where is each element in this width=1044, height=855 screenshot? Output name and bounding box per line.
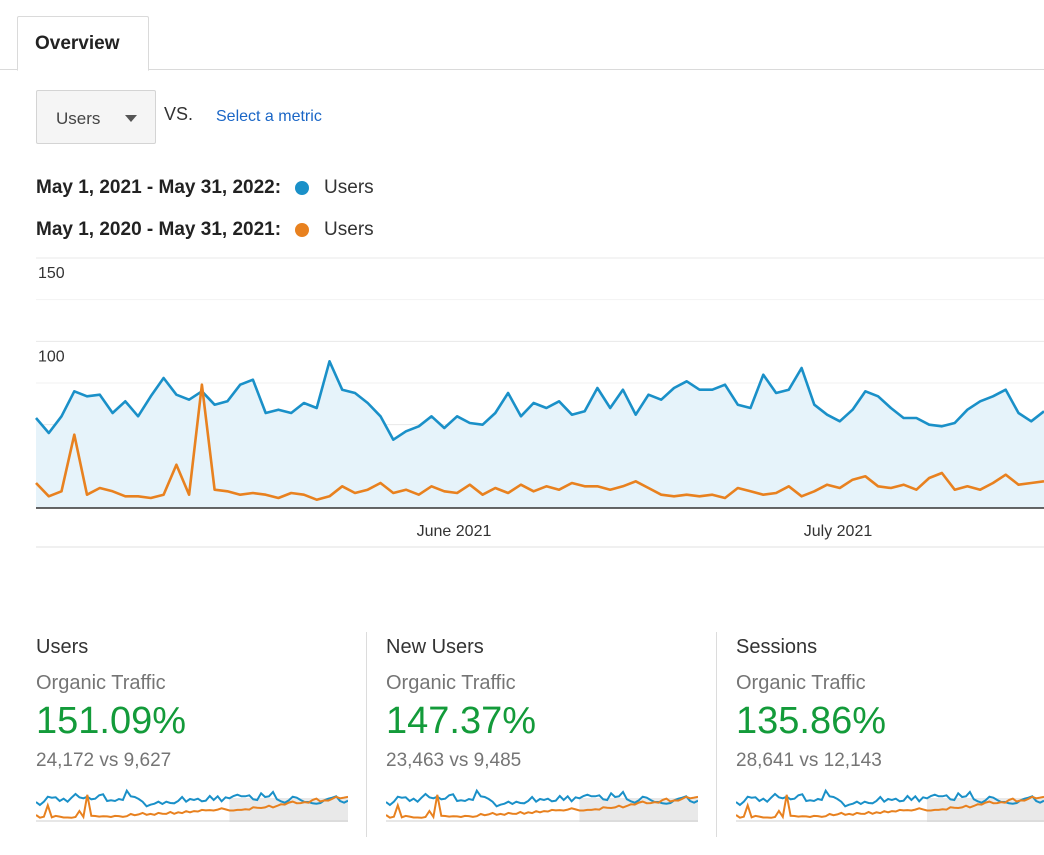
scorecard-divider (716, 632, 717, 837)
tab-overview-label: Overview (35, 33, 120, 54)
tab-overview[interactable]: Overview (17, 16, 149, 71)
legend-current-range: May 1, 2021 - May 31, 2022: (36, 177, 282, 198)
scorecard-sessions[interactable]: Sessions Organic Traffic 135.86% 28,641 … (736, 628, 1044, 838)
scorecard-change: 151.09% (36, 700, 187, 742)
metric-dropdown[interactable]: Users (36, 90, 156, 144)
legend-previous: May 1, 2020 - May 31, 2021: Users (36, 216, 374, 244)
legend-current-metric: Users (324, 177, 374, 198)
sparkline-series-1 (36, 794, 348, 820)
metric-dropdown-label: Users (56, 109, 101, 128)
scorecard-divider (366, 632, 367, 837)
scorecard-change: 135.86% (736, 700, 887, 742)
series-area-0 (36, 361, 1044, 508)
x-tick-label: June 2021 (417, 523, 492, 540)
x-tick-label: July 2021 (804, 523, 873, 540)
select-metric-link[interactable]: Select a metric (216, 108, 322, 125)
scorecard-sparkline (386, 788, 698, 822)
caret-down-icon (125, 115, 137, 122)
legend-previous-metric: Users (324, 219, 374, 240)
scorecard-title: Users (36, 636, 89, 658)
scorecard-change: 147.37% (386, 700, 537, 742)
y-tick-label: 150 (38, 265, 65, 282)
legend-current: May 1, 2021 - May 31, 2022: Users (36, 174, 374, 202)
scorecard-comparison: 28,641 vs 12,143 (736, 750, 882, 771)
scorecard-sparkline (736, 788, 1044, 822)
scorecard-comparison: 24,172 vs 9,627 (36, 750, 172, 771)
scorecard-users[interactable]: Users Organic Traffic 151.09% 24,172 vs … (36, 628, 366, 838)
scorecard-new-users[interactable]: New Users Organic Traffic 147.37% 23,463… (386, 628, 716, 838)
scorecard-segment: Organic Traffic (36, 672, 166, 694)
legend-previous-dot-icon (295, 223, 310, 237)
legend-current-dot-icon (295, 181, 310, 195)
scorecard-segment: Organic Traffic (386, 672, 516, 694)
legend-previous-range: May 1, 2020 - May 31, 2021: (36, 219, 282, 240)
vs-label: VS. (164, 104, 194, 124)
sparkline-series-1 (386, 794, 698, 820)
scorecard-segment: Organic Traffic (736, 672, 866, 694)
y-tick-label: 100 (38, 348, 65, 365)
tab-bar: Overview (0, 0, 1044, 71)
scorecard-comparison: 23,463 vs 9,485 (386, 750, 522, 771)
sparkline-series-1 (736, 794, 1044, 820)
series-line-1 (35, 383, 1044, 501)
scorecard-title: New Users (386, 636, 484, 658)
scorecard-sparkline (36, 788, 348, 822)
scorecard-title: Sessions (736, 636, 818, 658)
